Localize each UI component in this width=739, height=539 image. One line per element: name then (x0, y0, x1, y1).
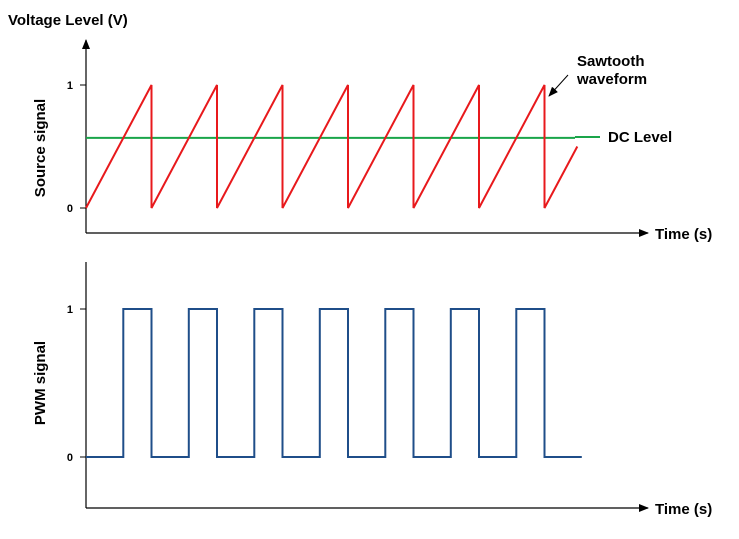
top-y-tick-1-label: 1 (67, 80, 73, 92)
bottom-y-tick-1-label: 1 (67, 304, 73, 316)
top-y-tick-0-label: 0 (67, 203, 73, 215)
bottom-y-tick-0-label: 0 (67, 452, 73, 464)
sawtooth-annotation-arrow (549, 75, 568, 96)
top-x-axis-label: Time (s) (655, 226, 712, 243)
top-y-axis-label: Source signal (32, 99, 49, 197)
pwm-line (86, 309, 582, 457)
sawtooth-annotation: Sawtooth waveform (576, 53, 649, 88)
chart-title: Voltage Level (V) (8, 12, 128, 29)
dc-level-annotation: DC Level (608, 129, 672, 146)
bottom-y-axis-label: PWM signal (32, 341, 49, 425)
bottom-x-axis-label: Time (s) (655, 501, 712, 518)
sawtooth-line (86, 85, 577, 208)
